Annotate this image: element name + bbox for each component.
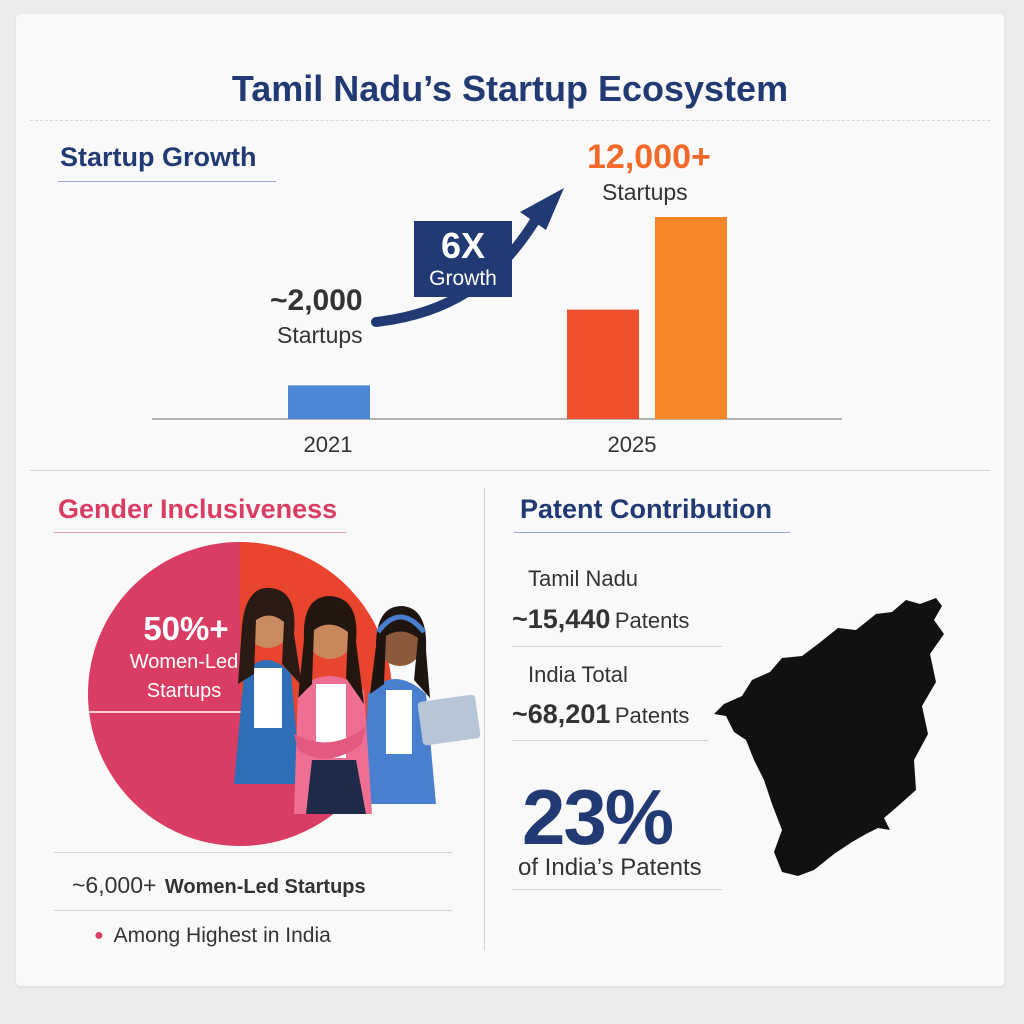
section-divider [30, 470, 990, 471]
pie-label-line1: Women-Led [129, 651, 239, 673]
startup-growth-underline [58, 181, 276, 182]
patent-contribution-heading: Patent Contribution [520, 494, 772, 524]
x-tick-label-2025: 2025 [608, 432, 657, 457]
india-patents-unit: Patents [614, 703, 690, 728]
women-led-count-label: Women-Led Startups [164, 876, 366, 898]
tamil-nadu-map [714, 598, 944, 876]
gender-inclusiveness-heading: Gender Inclusiveness [58, 494, 338, 524]
india-patents-value: ~68,201 [512, 699, 611, 729]
patent-divider-2 [512, 740, 708, 741]
india-patents: ~68,201 Patents [512, 699, 689, 730]
x-tick-label-2021: 2021 [304, 432, 353, 457]
bar-2021-series-1 [288, 385, 370, 419]
patent-divider-1 [512, 646, 722, 647]
callout-2025-value: 12,000+ [587, 138, 711, 176]
india-label: India Total [528, 662, 628, 687]
callout-2021-label: Startups [277, 322, 363, 348]
tn-patents-unit: Patents [614, 608, 690, 633]
startup-growth-chart: 2021 2025 [152, 188, 842, 457]
bar-2025-series-1 [567, 309, 639, 419]
tn-patents: ~15,440 Patents [512, 604, 689, 635]
tn-patents-value: ~15,440 [512, 604, 611, 634]
page-title: Tamil Nadu’s Startup Ecosystem [231, 68, 789, 109]
pie-label-line2: Startups [146, 680, 222, 702]
infographic-card: Tamil Nadu’s Startup Ecosystem Startup G… [16, 14, 1004, 986]
women-founders-illustration [234, 587, 481, 814]
women-led-stat: ~6,000+ Women-Led Startups [72, 872, 366, 899]
gender-stat-divider-bottom [54, 910, 452, 911]
patent-divider-3 [512, 889, 722, 890]
startup-growth-heading: Startup Growth [60, 142, 257, 172]
bar-2025-series-2 [655, 217, 727, 419]
title-divider [30, 120, 990, 121]
patent-heading-underline [514, 532, 790, 533]
column-divider [484, 488, 485, 950]
growth-multiplier-value: 6X [440, 225, 486, 266]
growth-multiplier-label: Growth [429, 267, 497, 290]
women-led-count: ~6,000+ [72, 872, 157, 898]
growth-multiplier-badge: 6X Growth [414, 221, 512, 297]
women-led-pie-chart [87, 542, 481, 847]
gender-note-text: Among Highest in India [113, 924, 331, 947]
callout-2021-value: ~2,000 [270, 284, 363, 317]
callout-2025-label: Startups [602, 179, 688, 205]
patent-share-value: 23% [522, 773, 674, 861]
tn-label: Tamil Nadu [528, 566, 639, 591]
gender-stat-divider-top [54, 852, 452, 853]
patent-share-label: of India’s Patents [518, 854, 702, 881]
gender-heading-underline [54, 532, 346, 533]
bullet-dot-icon: ● [94, 927, 104, 944]
gender-note: ● Among Highest in India [94, 924, 331, 948]
pie-percent-value: 50%+ [143, 610, 229, 647]
